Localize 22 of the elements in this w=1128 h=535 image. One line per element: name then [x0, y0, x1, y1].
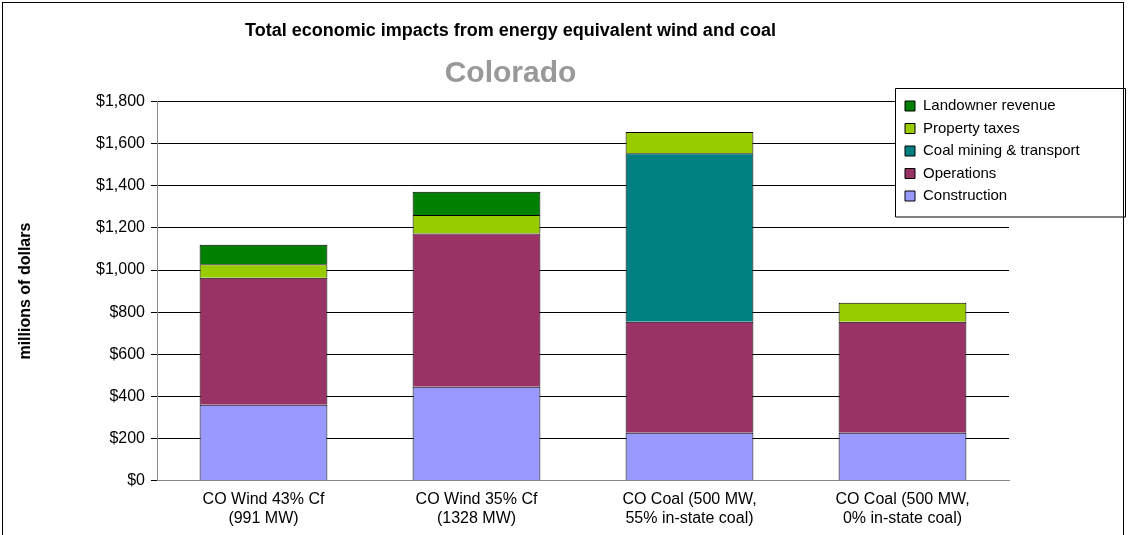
y-tick-label: $1,200	[96, 218, 146, 236]
y-tick-label: $200	[109, 428, 146, 446]
x-tick-label: CO Coal (500 MW, 55% in-state coal)	[622, 489, 757, 526]
legend-label: Property taxes	[923, 118, 1020, 136]
legend-label: Operations	[923, 163, 997, 181]
y-tick-label: $800	[109, 302, 146, 320]
y-tick-label: $1,000	[96, 260, 146, 278]
y-tick-label: $600	[109, 344, 146, 362]
y-tick-label: $1,600	[96, 134, 146, 152]
chart-title: Total economic impacts from energy equivalent wind and coal	[245, 19, 776, 40]
y-tick-label: $0	[127, 471, 146, 489]
x-tick-label: CO Wind 43% Cf (991 MW)	[202, 489, 325, 526]
y-axis-title: millions of dollars	[16, 222, 34, 360]
legend-label: Construction	[923, 186, 1008, 204]
x-tick-label: CO Coal (500 MW, 0% in-state coal)	[835, 489, 970, 526]
x-tick-label: CO Wind 35% Cf (1328 MW)	[415, 489, 538, 526]
y-tick-label: $1,800	[96, 92, 146, 110]
legend-label: Landowner revenue	[923, 96, 1056, 114]
y-tick-label: $400	[109, 386, 146, 404]
chart-subtitle: Colorado	[444, 54, 577, 88]
legend-label: Coal mining & transport	[923, 141, 1081, 159]
y-tick-label: $1,400	[96, 176, 146, 194]
